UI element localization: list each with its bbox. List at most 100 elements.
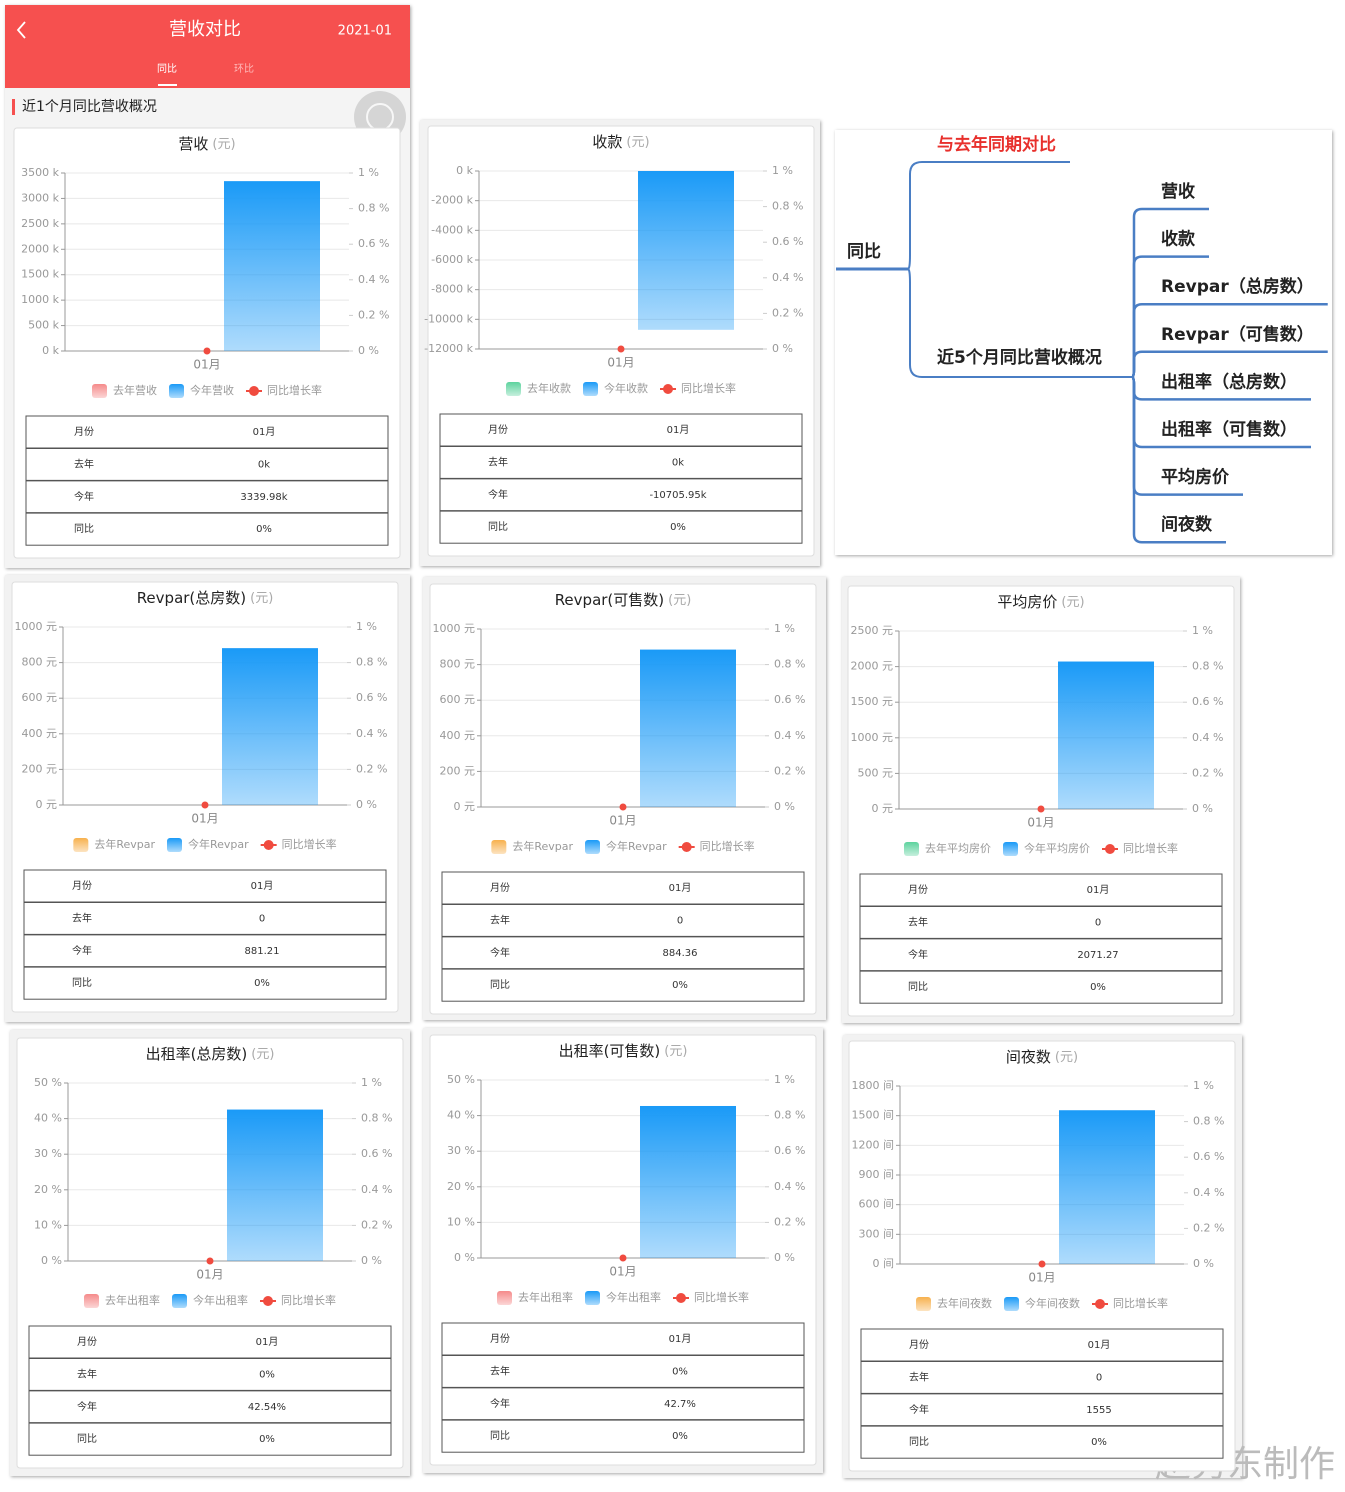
y-tick-label: 600 间 [859,1198,895,1211]
y-tick-label: 500 元 [858,766,894,779]
y2-tick-label: 0.2 % [1192,766,1223,779]
legend-label: 去年Revpar [94,837,155,851]
y2-tick-label: 1 % [356,620,377,633]
y-tick-label: -8000 k [431,283,473,296]
table-cell: 01月 [1087,884,1110,896]
y-tick-label: 0 元 [36,798,58,811]
y2-tick-label: 0.8 % [774,1109,805,1122]
y-tick-label: 1800 间 [852,1079,895,1092]
table-cell: 0 [1096,1372,1102,1383]
table-cell: 3339.98k [240,492,287,503]
y2-tick-label: 0 % [361,1254,382,1267]
legend-label: 去年出租率 [105,1293,160,1307]
y-tick-label: 50 % [447,1073,475,1086]
y2-tick-label: 0.4 % [774,1180,805,1193]
title-unit: (元) [212,137,235,152]
mindmap-root: 同比 [847,241,881,262]
table-cell: 月份 [908,884,928,896]
table-cell: 01月 [669,1333,692,1345]
legend-icon [491,840,507,854]
legend: 去年营收 今年营收 同比增长率 [92,383,322,398]
legend-label: 今年Revpar [188,837,249,851]
y-tick-label: 600 元 [440,693,476,706]
table-cell: 1555 [1086,1405,1111,1416]
bar [222,648,318,805]
growth-point [619,803,627,811]
y2-tick-label: 0.8 % [774,658,805,671]
y2-tick-label: 0.2 % [772,306,803,319]
table-cell: 同比 [74,523,94,535]
table-cell: 今年 [908,948,928,961]
growth-point [619,1254,627,1262]
y-tick-label: 1200 间 [852,1138,895,1151]
legend-label: 今年Revpar [606,839,667,853]
legend-icon [676,1293,686,1303]
mindmap-leaf: Revpar（可售数） [1161,324,1314,345]
back-button[interactable] [16,21,26,39]
chart-title: 营收 (元) [178,135,235,153]
table-cell: 同比 [490,979,510,991]
y-tick-label: 2500 元 [851,624,894,637]
y-tick-label: 0 k [456,164,473,177]
y-tick-label: -6000 k [431,253,473,266]
y2-tick-label: 0.2 % [356,762,387,775]
tab-active[interactable]: 同比 [157,63,177,75]
table-cell: 同比 [77,1433,97,1445]
bar [227,1109,323,1261]
y-tick-label: 20 % [447,1180,475,1193]
section-title: 近1个月同比营收概况 [22,99,157,115]
y-tick-label: 800 元 [22,656,58,669]
y-tick-label: 1500 元 [851,695,894,708]
legend-icon [904,842,919,856]
legend: 去年出租率 今年出租率 同比增长率 [84,1293,336,1308]
y-tick-label: 50 % [34,1076,62,1089]
table-cell: 0% [256,524,272,535]
x-tick-label: 01月 [193,358,220,372]
y-tick-label: 3500 k [21,166,59,179]
table-cell: 今年 [490,1397,510,1410]
y2-tick-label: 1 % [361,1076,382,1089]
legend-label: 同比增长率 [700,839,755,853]
table-cell: 0k [258,459,270,470]
table-cell: 去年 [488,455,508,468]
legend-icon [506,382,521,396]
y2-tick-label: 0.8 % [1193,1115,1224,1128]
y2-tick-label: 0.4 % [774,729,805,742]
legend: 去年平均房价 今年平均房价 同比增长率 [904,841,1178,856]
legend-icon [172,1294,187,1308]
title-text: 间夜数 [1006,1048,1051,1066]
y2-tick-label: 0.4 % [358,273,389,286]
title-text: Revpar(总房数) [137,589,246,607]
table-cell: 0 [259,913,265,924]
table-cell: 0% [672,980,688,991]
y2-tick-label: 0.4 % [1192,731,1223,744]
y2-tick-label: 0.8 % [1192,660,1223,673]
x-tick-label: 01月 [607,356,634,370]
legend-icon [1095,1299,1105,1309]
y-tick-label: 1500 间 [852,1109,895,1122]
table-cell: 月份 [74,426,94,438]
y-tick-label: 400 元 [440,729,476,742]
y2-tick-label: 0.2 % [774,764,805,777]
table-cell: 月份 [490,882,510,894]
legend-label: 同比增长率 [282,837,337,851]
table-cell: 0k [672,457,684,468]
y-tick-label: 800 元 [440,658,476,671]
bar [1058,661,1154,809]
x-tick-label: 01月 [196,1268,223,1282]
y2-tick-label: 0.6 % [361,1147,392,1160]
y2-tick-label: 0.4 % [1193,1186,1224,1199]
x-tick-label: 01月 [1028,1271,1055,1285]
table-cell: 去年 [74,457,94,470]
y2-tick-label: 0 % [1192,802,1213,815]
y2-tick-label: 0.8 % [361,1112,392,1125]
y2-tick-label: 0.2 % [774,1215,805,1228]
chart-title: 出租率(可售数) (元) [559,1042,688,1060]
x-tick-label: 01月 [191,812,218,826]
tab[interactable]: 环比 [234,63,254,75]
y-tick-label: 200 元 [22,762,58,775]
legend-label: 今年出租率 [606,1290,661,1304]
title-unit: (元) [626,135,649,150]
legend-icon [263,1296,273,1306]
legend-label: 今年营收 [190,383,234,397]
